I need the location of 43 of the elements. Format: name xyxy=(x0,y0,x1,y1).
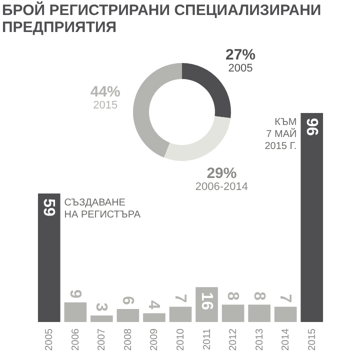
slice-label: 2006-2014 xyxy=(195,181,248,194)
x-tick-label: 2009 xyxy=(149,328,160,351)
data-label: 8 xyxy=(250,292,268,301)
donut-slice xyxy=(133,63,182,158)
data-label: 7 xyxy=(276,294,294,303)
data-label: 8 xyxy=(224,292,242,301)
bar xyxy=(222,304,244,322)
data-label: 3 xyxy=(92,302,110,312)
data-label: 59 xyxy=(40,198,58,216)
data-label: 9 xyxy=(66,290,84,298)
x-tick-label: 2008 xyxy=(122,328,134,351)
x-tick-label: 2010 xyxy=(176,328,186,351)
data-label: 16 xyxy=(198,292,215,310)
x-tick-label: 2005 xyxy=(44,328,56,351)
data-label: 96 xyxy=(302,118,320,136)
annotation: КЪМ 7 МАЙ 2015 Г. xyxy=(264,117,297,152)
bar xyxy=(64,302,87,322)
x-tick-label: 2015 xyxy=(306,328,318,351)
donut-slice xyxy=(164,116,231,161)
bar xyxy=(300,113,324,322)
data-label: 29% xyxy=(206,165,237,182)
x-tick-label: 2007 xyxy=(96,328,108,351)
slice-label: 2015 xyxy=(93,99,118,112)
bar xyxy=(143,313,166,322)
slice-label: 2005 xyxy=(228,62,253,74)
data-label: 7 xyxy=(172,294,188,303)
bar xyxy=(38,194,60,322)
data-label: 4 xyxy=(145,300,162,310)
x-tick-label: 2006 xyxy=(70,328,82,351)
data-label: 6 xyxy=(118,296,136,306)
annotation: СЪЗДАВАНЕ НА РЕГИСТЪРА xyxy=(64,198,141,221)
bar xyxy=(274,306,297,322)
bar xyxy=(248,304,270,322)
data-label: 44% xyxy=(90,83,120,100)
bar xyxy=(116,308,140,322)
bar xyxy=(169,306,192,322)
x-tick-label: 2011 xyxy=(202,328,213,350)
chart-title: БРОЙ РЕГИСТРИРАНИ СПЕЦИАЛИЗИРАНИ ПРЕДПРИЯТИЯ xyxy=(2,2,322,36)
x-tick-label: 2012 xyxy=(228,328,240,351)
data-label: 27% xyxy=(225,46,256,64)
x-tick-label: 2014 xyxy=(280,328,292,351)
bar xyxy=(90,315,113,322)
x-tick-label: 2013 xyxy=(254,328,266,351)
